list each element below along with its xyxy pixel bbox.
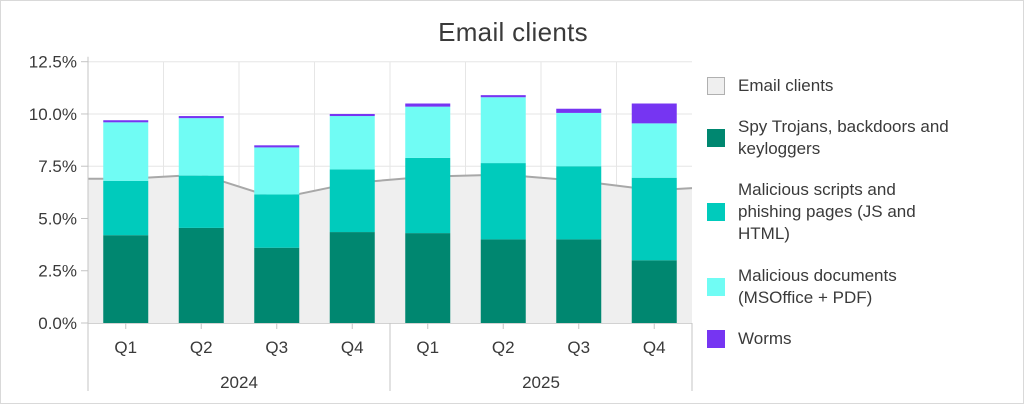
bar-segment-spy_trojans xyxy=(103,235,149,323)
email-clients-line xyxy=(88,173,693,200)
bar-segment-spy_trojans xyxy=(329,232,375,323)
malicious-scripts-swatch-icon xyxy=(707,203,725,222)
email-clients-swatch-icon xyxy=(707,77,725,96)
legend-label: Spy Trojans, backdoors and keyloggers xyxy=(738,117,949,159)
legend-item-spy-trojans: Spy Trojans, backdoors and keyloggers xyxy=(707,116,1013,160)
legend-item-worms: Worms xyxy=(707,328,1013,350)
quarter-label: Q2 xyxy=(492,338,515,357)
bar-segment-worms xyxy=(631,103,677,124)
legend-label: Malicious scripts and phishing pages (JS… xyxy=(738,180,916,244)
bar-segment-malicious_scripts xyxy=(329,169,375,233)
quarter-label: Q3 xyxy=(567,338,590,357)
spy-trojans-swatch-icon xyxy=(707,129,725,148)
bar-segment-worms xyxy=(103,120,149,123)
bar-segment-malicious_documents xyxy=(254,147,300,195)
legend-label: Email clients xyxy=(738,76,834,95)
year-label: 2025 xyxy=(522,373,560,392)
legend-label: Worms xyxy=(738,328,792,348)
bar-segment-malicious_documents xyxy=(178,118,224,176)
bar-segment-spy_trojans xyxy=(480,239,526,323)
legend-item-email-clients: Email clients xyxy=(707,75,1013,97)
bar-segment-malicious_scripts xyxy=(103,180,149,236)
y-tick-label: 0.0% xyxy=(38,314,77,333)
quarter-label: Q4 xyxy=(341,338,364,357)
bar-segment-worms xyxy=(329,113,375,117)
year-label: 2024 xyxy=(220,373,258,392)
quarter-label: Q1 xyxy=(114,338,137,357)
bar-segment-spy_trojans xyxy=(254,247,300,323)
bar-segment-malicious_scripts xyxy=(254,194,300,248)
legend-item-malicious-scripts: Malicious scripts and phishing pages (JS… xyxy=(707,179,1013,245)
malicious-documents-swatch-icon xyxy=(707,277,725,296)
bar-segment-malicious_documents xyxy=(329,116,375,170)
bar-segment-malicious_scripts xyxy=(405,157,451,234)
y-tick-label: 2.5% xyxy=(38,262,77,281)
bar-segment-spy_trojans xyxy=(631,260,677,323)
email-clients-area xyxy=(88,174,692,323)
bar-segment-spy_trojans xyxy=(556,239,602,323)
bar-segment-worms xyxy=(178,116,224,119)
bar-segment-malicious_scripts xyxy=(556,166,602,240)
bar-segment-worms xyxy=(405,103,451,107)
y-tick-label: 12.5% xyxy=(29,53,77,72)
y-tick-label: 10.0% xyxy=(29,105,77,124)
bar-segment-malicious_documents xyxy=(405,106,451,158)
quarter-label: Q2 xyxy=(190,338,213,357)
bar-segment-malicious_scripts xyxy=(480,163,526,240)
chart-title: Email clients xyxy=(438,17,588,47)
bar-segment-malicious_scripts xyxy=(631,177,677,261)
worms-swatch-icon xyxy=(707,329,725,348)
y-tick-label: 7.5% xyxy=(38,157,77,176)
quarter-label: Q3 xyxy=(265,338,288,357)
bar-segment-spy_trojans xyxy=(405,233,451,323)
bar-segment-worms xyxy=(480,95,526,98)
chart-legend: Email clients Spy Trojans, backdoors and… xyxy=(707,75,1013,350)
bar-segment-spy_trojans xyxy=(178,227,224,323)
legend-label: Malicious documents (MSOffice + PDF) xyxy=(738,265,897,307)
bar-segment-malicious_documents xyxy=(631,123,677,178)
quarter-label: Q4 xyxy=(643,338,666,357)
y-tick-label: 5.0% xyxy=(38,209,77,228)
bar-segment-malicious_scripts xyxy=(178,175,224,228)
quarter-label: Q1 xyxy=(416,338,439,357)
legend-item-malicious-documents: Malicious documents (MSOffice + PDF) xyxy=(707,265,1013,309)
bar-segment-malicious_documents xyxy=(480,97,526,164)
bar-segment-worms xyxy=(556,108,602,113)
bar-segment-worms xyxy=(254,145,300,148)
bar-segment-malicious_documents xyxy=(103,122,149,181)
bar-segment-malicious_documents xyxy=(556,112,602,167)
